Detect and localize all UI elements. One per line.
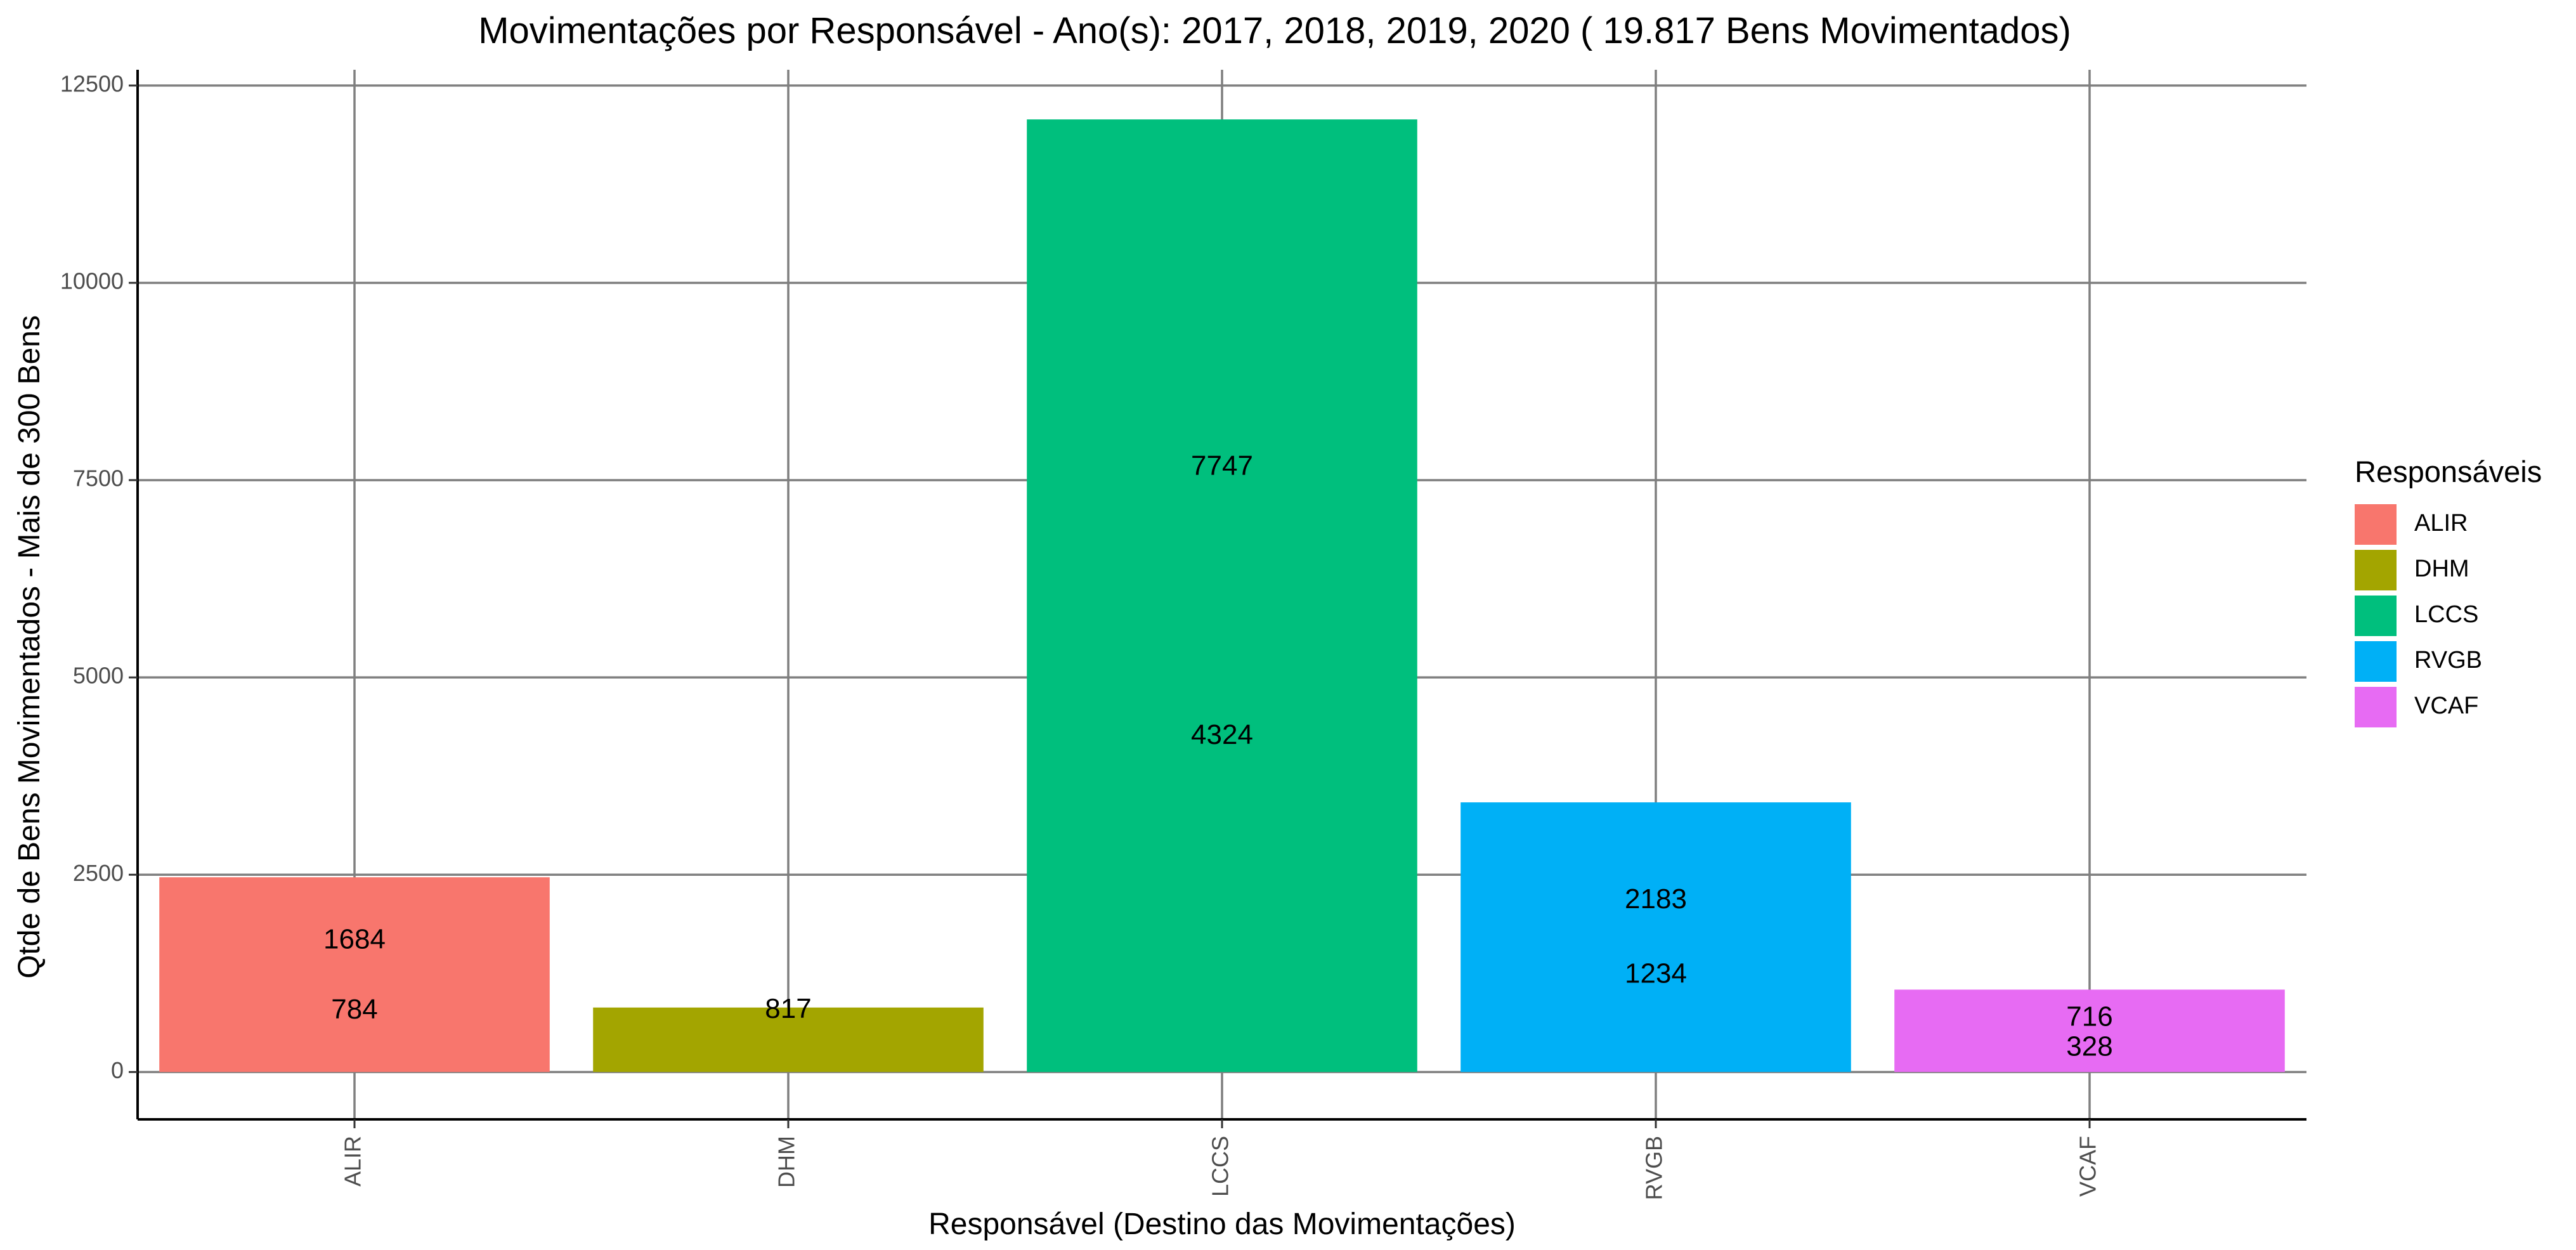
legend-label: LCCS [2414,601,2478,628]
y-axis-title: Qtde de Bens Movimentados - Mais de 300 … [13,315,46,979]
bar-lccs [1027,119,1417,1072]
legend-label: ALIR [2414,510,2468,537]
legend-key-vcaf [2355,687,2397,727]
data-label: 1234 [1625,958,1687,989]
y-tick-label: 0 [111,1057,124,1083]
data-label: 1684 [323,923,386,954]
chart-title: Movimentações por Responsável - Ano(s): … [478,10,2071,51]
data-label: 7747 [1191,450,1253,481]
y-tick-label: 5000 [73,663,124,689]
legend-key-lccs [2355,596,2397,636]
data-label: 4324 [1191,719,1253,750]
data-label: 716 [2066,1001,2112,1032]
legend-title: Responsáveis [2355,455,2542,488]
x-tick-label: DHM [774,1136,800,1188]
legend-label: VCAF [2414,693,2478,719]
x-tick-label: RVGB [1641,1136,1667,1200]
legend: Responsáveis ALIR DHM LCCS RVGB VCAF [2355,455,2542,727]
y-tick-label: 7500 [73,465,124,492]
y-tick-label: 2500 [73,860,124,886]
bar-dhm [593,1007,984,1072]
data-label: 328 [2066,1031,2112,1062]
bars [159,119,2285,1072]
bar-rvgb [1460,802,1851,1072]
y-tick-label: 12500 [60,70,124,96]
legend-key-alir [2355,504,2397,545]
legend-label: DHM [2414,556,2469,582]
legend-key-dhm [2355,550,2397,590]
x-tick-label: VCAF [2075,1136,2101,1197]
y-tick-label: 10000 [60,268,124,294]
x-tick-label: LCCS [1207,1136,1233,1197]
axes: 0 2500 5000 7500 10000 12500 ALIR DHM LCCS RVGB VC… [60,70,2306,1200]
legend-label: RVGB [2414,647,2482,674]
data-label: 784 [331,994,377,1025]
legend-key-rvgb [2355,641,2397,682]
x-tick-label: ALIR [340,1136,366,1187]
data-label: 817 [765,993,811,1024]
data-label: 2183 [1625,883,1687,915]
bar-vcaf [1894,989,2285,1072]
x-axis-title: Responsável (Destino das Movimentações) [928,1208,1516,1241]
bar-alir [159,877,550,1072]
